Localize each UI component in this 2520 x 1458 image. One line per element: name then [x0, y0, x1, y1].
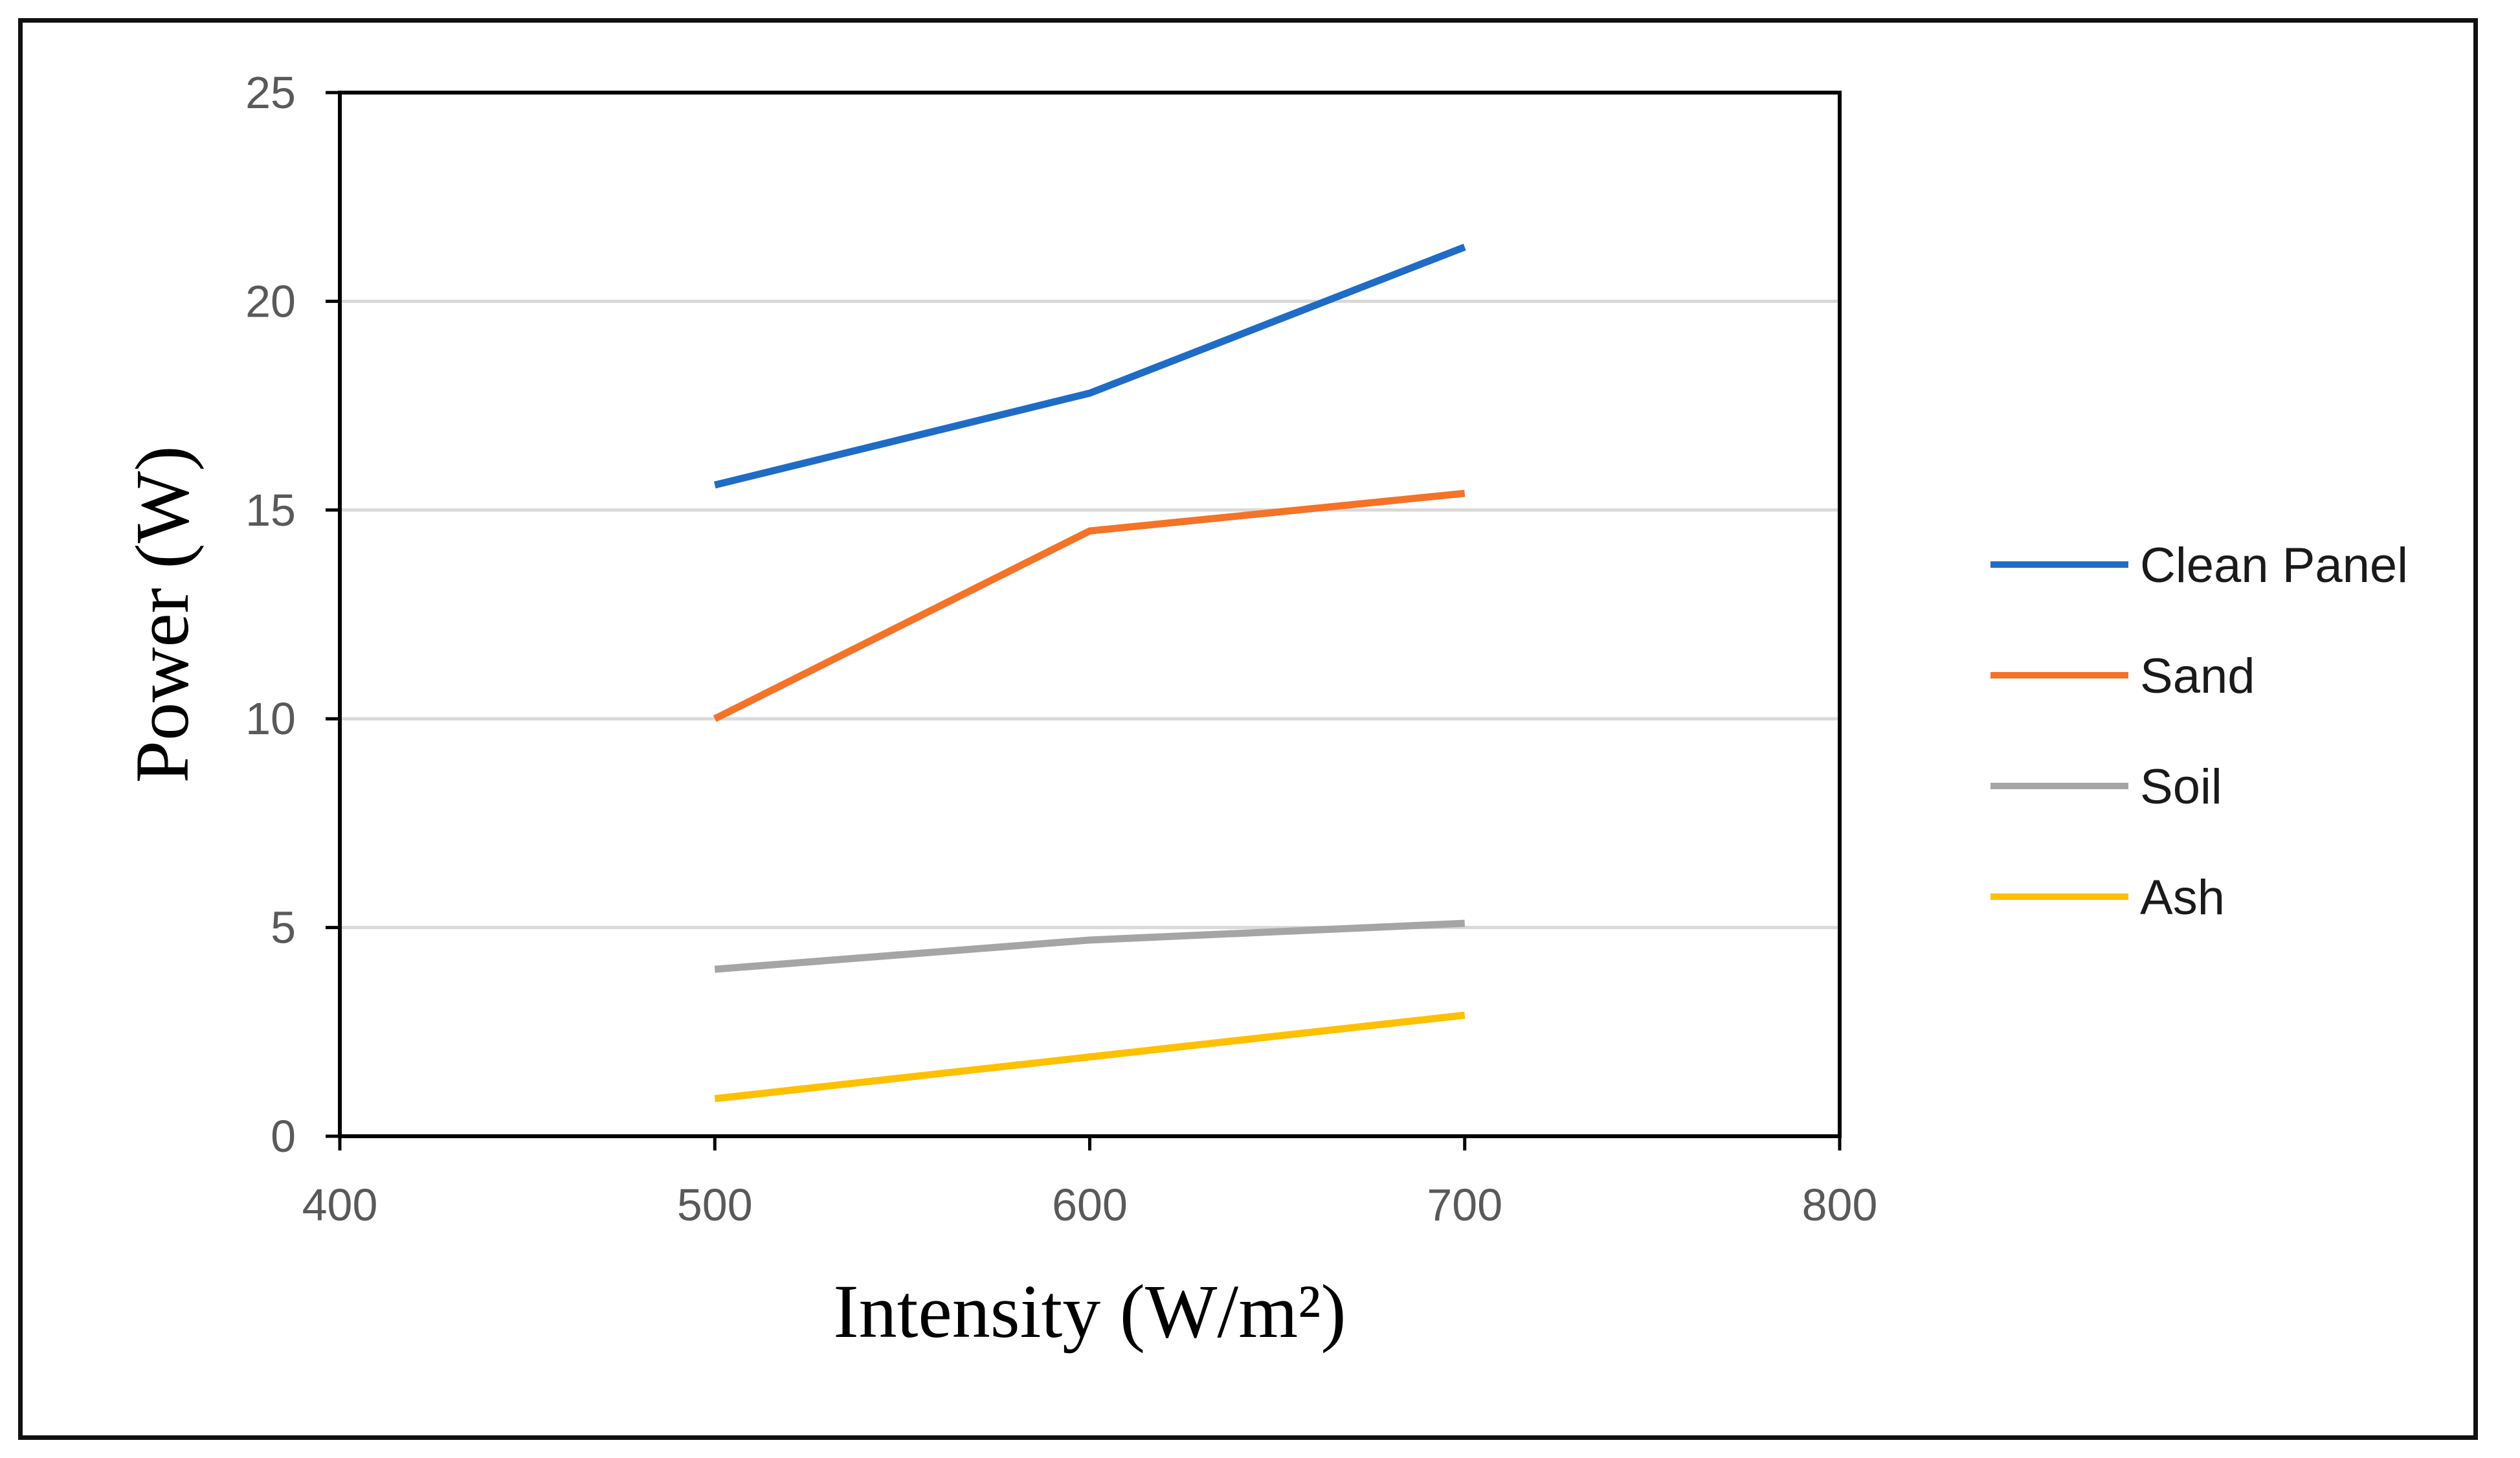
series-line-sand: [713, 489, 1466, 723]
series-line-clean-panel: [713, 243, 1466, 489]
x-axis-tick-labels: 400 500 600 700 800: [302, 1180, 1878, 1230]
legend-label-clean-panel: Clean Panel: [2140, 538, 2408, 593]
series-line-soil: [714, 919, 1465, 973]
data-series: [713, 243, 1466, 1103]
legend-label-sand: Sand: [2140, 649, 2255, 704]
x-tick-label: 700: [1427, 1180, 1502, 1230]
x-tick-label: 600: [1052, 1180, 1128, 1230]
x-tick-label: 400: [302, 1180, 378, 1230]
y-tick-label: 5: [271, 903, 296, 953]
chart-frame: [18, 18, 2478, 1440]
axis-ticks: [326, 91, 1842, 1150]
y-tick-label: 10: [245, 693, 296, 744]
series-line-ash: [714, 1011, 1466, 1103]
x-tick-label: 500: [677, 1180, 753, 1230]
legend: Clean Panel Sand Soil Ash: [1990, 538, 2408, 925]
y-tick-label: 0: [271, 1111, 296, 1161]
y-axis-title: Power (W): [120, 446, 205, 783]
y-tick-label: 20: [245, 276, 296, 326]
y-tick-label: 25: [245, 67, 296, 118]
legend-label-ash: Ash: [2140, 870, 2225, 925]
x-axis-title: Intensity (W/m²): [833, 1269, 1346, 1354]
plot-area-border: [338, 91, 1842, 1138]
y-axis-tick-labels: 0 5 10 15 20 25: [245, 67, 296, 1161]
legend-label-soil: Soil: [2140, 759, 2222, 814]
x-tick-label: 800: [1802, 1180, 1878, 1230]
y-tick-label: 15: [245, 485, 296, 535]
gridlines: [340, 299, 1840, 930]
